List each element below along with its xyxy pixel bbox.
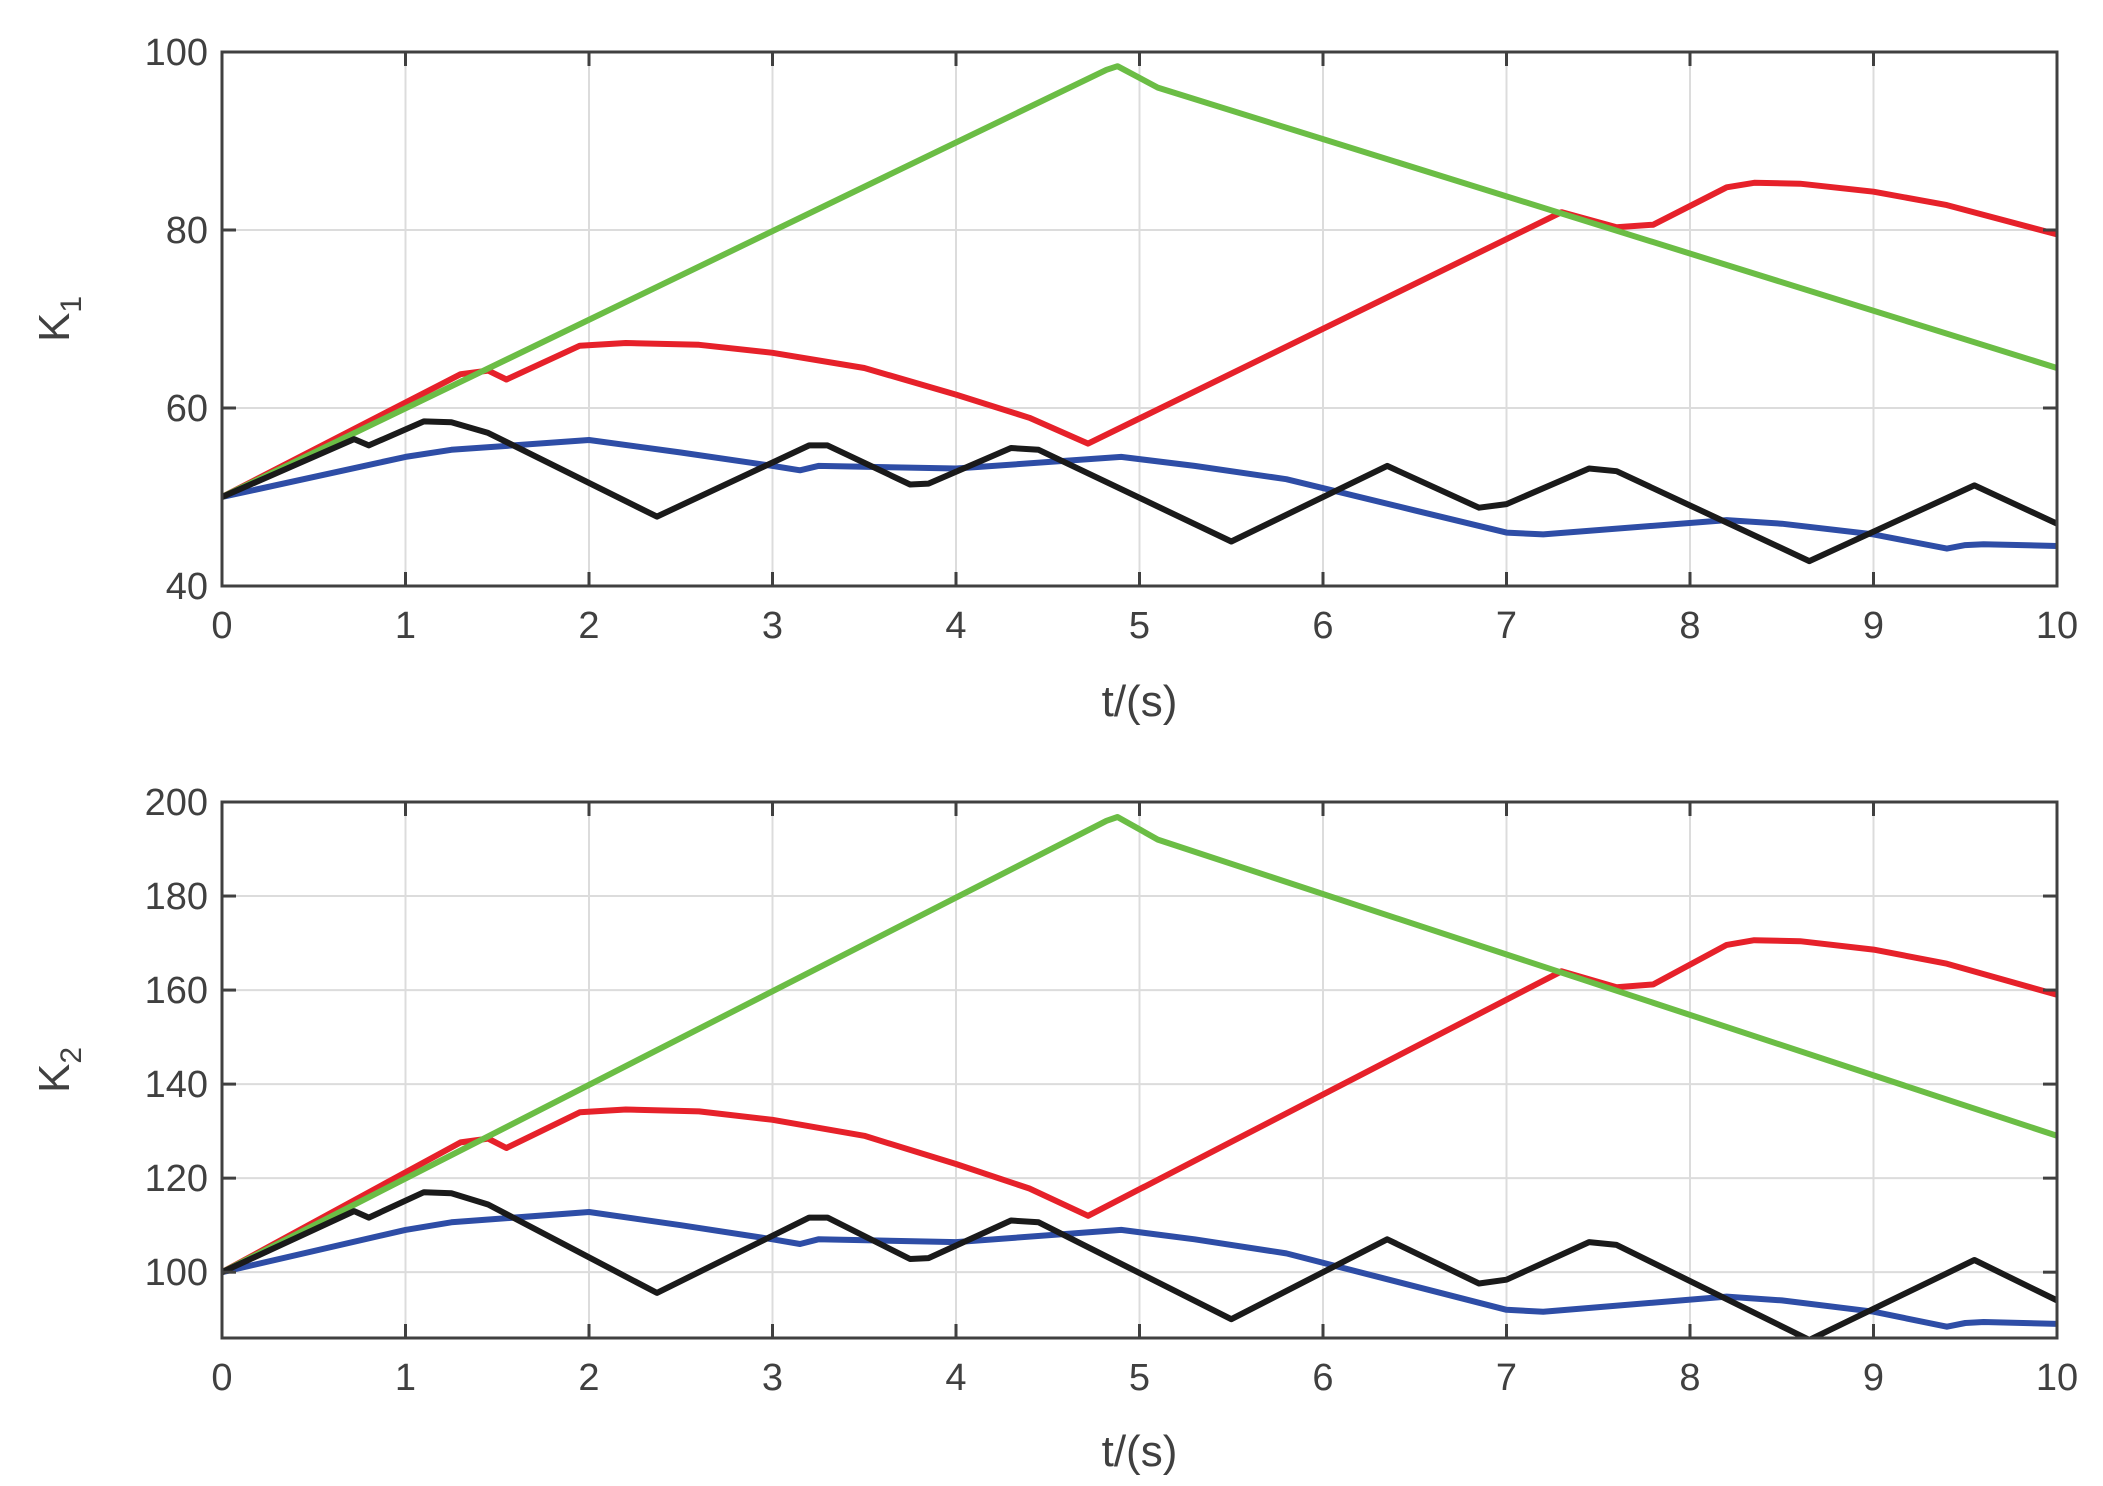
- y-tick-label: 40: [166, 566, 208, 608]
- x-tick-label: 10: [2036, 1357, 2078, 1399]
- y-axis-label-main: K: [30, 1064, 79, 1093]
- y-tick-label: 100: [145, 32, 208, 74]
- series-line-2: [222, 937, 2057, 1276]
- x-tick-label: 4: [945, 605, 966, 647]
- x-tick-label: 10: [2036, 605, 2078, 647]
- series-line-3: [222, 814, 2057, 1276]
- series-group: [222, 63, 2057, 565]
- x-tick-label: 3: [762, 1357, 783, 1399]
- y-axis-label: K1: [30, 296, 88, 342]
- y-axis-label-subscript: 2: [55, 1047, 88, 1064]
- x-tick-label: 6: [1312, 1357, 1333, 1399]
- x-tick-label: 2: [578, 1357, 599, 1399]
- y-tick-label: 100: [145, 1252, 208, 1294]
- x-tick-label: 5: [1129, 1357, 1150, 1399]
- series-group: [222, 814, 2057, 1338]
- series-line-1: [222, 437, 2057, 552]
- x-tick-label: 0: [211, 1357, 232, 1399]
- x-axis-label: t/(s): [1102, 677, 1178, 726]
- y-tick-label: 160: [145, 970, 208, 1012]
- x-tick-label: 4: [945, 1357, 966, 1399]
- series-line-4: [222, 418, 2057, 565]
- y-tick-label: 120: [145, 1158, 208, 1200]
- x-tick-label: 0: [211, 605, 232, 647]
- x-axis-label: t/(s): [1102, 1427, 1178, 1476]
- x-tick-label: 5: [1129, 605, 1150, 647]
- grid: [221, 801, 2058, 1338]
- grid: [221, 51, 2058, 587]
- y-axis-label-main: K: [30, 313, 79, 342]
- x-tick-label: 2: [578, 605, 599, 647]
- y-tick-label: 180: [145, 876, 208, 918]
- x-tick-label: 1: [395, 1357, 416, 1399]
- x-tick-label: 7: [1496, 605, 1517, 647]
- x-tick-label: 9: [1863, 1357, 1884, 1399]
- y-tick-label: 200: [145, 782, 208, 824]
- y-tick-label: 60: [166, 388, 208, 430]
- x-tick-label: 8: [1679, 1357, 1700, 1399]
- y-tick-label: 80: [166, 210, 208, 252]
- x-tick-label: 3: [762, 605, 783, 647]
- x-tick-label: 9: [1863, 605, 1884, 647]
- series-line-2: [222, 179, 2057, 500]
- series-line-1: [222, 1209, 2057, 1330]
- x-tick-label: 7: [1496, 1357, 1517, 1399]
- series-line-3: [222, 63, 2057, 500]
- x-tick-label: 1: [395, 605, 416, 647]
- y-axis-label-subscript: 1: [55, 296, 88, 313]
- x-tick-label: 8: [1679, 605, 1700, 647]
- y-axis-label: K2: [30, 1047, 88, 1093]
- x-tick-label: 6: [1312, 605, 1333, 647]
- series-line-4: [222, 1189, 2057, 1338]
- y-tick-label: 140: [145, 1064, 208, 1106]
